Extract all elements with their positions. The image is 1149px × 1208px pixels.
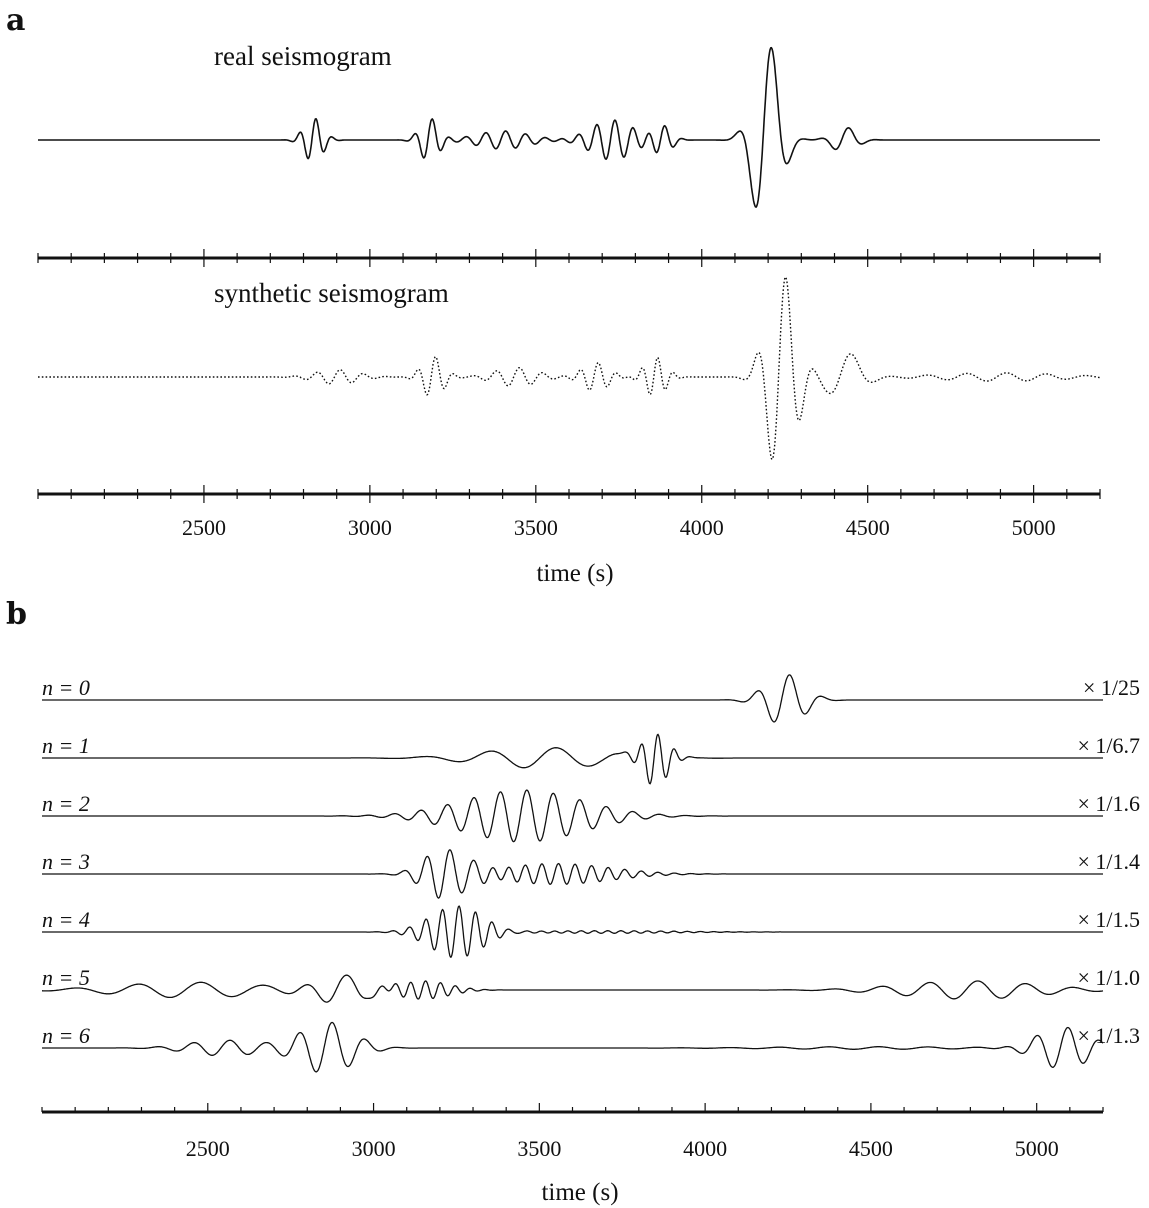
- real-seismogram-label: real seismogram: [214, 41, 392, 71]
- scale-factor-label: × 1/25: [1083, 675, 1140, 700]
- mode-trace: [42, 674, 1103, 723]
- mode-trace: [42, 733, 1103, 785]
- mode-trace-group: n = 3 × 1/1.4: [42, 849, 1140, 899]
- scale-factor-label: × 1/1.6: [1077, 791, 1140, 816]
- scale-factor-label: × 1/1.4: [1077, 849, 1140, 874]
- panel-b: n = 0 × 1/25 n = 1 × 1/6.7 n = 2 × 1/1.6 n = 3…: [41, 674, 1140, 1206]
- tick-labels-b: 2500 3000 3500 4000 4500 5000: [186, 1136, 1059, 1161]
- x-tick-label: 4500: [846, 515, 890, 540]
- mode-trace-group: n = 4 × 1/1.5: [42, 905, 1140, 958]
- x-tick-label: 2500: [182, 515, 226, 540]
- mode-trace: [42, 849, 1103, 899]
- scale-factor-label: × 1/6.7: [1077, 733, 1140, 758]
- panel-label-b: b: [6, 597, 27, 632]
- mode-trace-group: n = 6 × 1/1.3: [42, 1021, 1140, 1073]
- mode-trace-group: n = 5 × 1/1.0: [42, 965, 1140, 1003]
- mode-trace-group: n = 1 × 1/6.7: [42, 733, 1140, 785]
- mode-trace: [42, 789, 1103, 843]
- x-tick-label: 5000: [1015, 1136, 1059, 1161]
- mode-label: n = 1: [42, 733, 90, 758]
- mode-trace: [42, 905, 1103, 958]
- mode-trace-group: n = 2 × 1/1.6: [42, 789, 1140, 843]
- synthetic-seismogram-label: synthetic seismogram: [214, 278, 449, 308]
- x-axis-title-b: time (s): [541, 1179, 618, 1206]
- x-tick-label: 3500: [517, 1136, 561, 1161]
- x-tick-label: 5000: [1012, 515, 1056, 540]
- ticks-a1: [37, 249, 1101, 267]
- mode-label: n = 3: [42, 849, 90, 874]
- mode-label: n = 0: [42, 675, 90, 700]
- mode-trace-group: n = 0 × 1/25: [42, 674, 1140, 723]
- x-tick-label: 3000: [348, 515, 392, 540]
- mode-label: n = 2: [42, 791, 90, 816]
- mode-label: n = 5: [42, 965, 90, 990]
- x-tick-label: 4000: [680, 515, 724, 540]
- x-tick-label: 2500: [186, 1136, 230, 1161]
- mode-trace: [42, 974, 1104, 1003]
- mode-label: n = 6: [42, 1023, 90, 1048]
- scale-factor-label: × 1/1.3: [1077, 1023, 1140, 1048]
- panel-a: real seismogram synthetic seismogram 250…: [37, 41, 1101, 587]
- real-seismogram-trace: [38, 46, 1100, 208]
- scale-factor-label: × 1/1.0: [1077, 965, 1140, 990]
- tick-labels-a: 2500 3000 3500 4000 4500 5000: [182, 515, 1056, 540]
- panel-label-a: a: [6, 3, 25, 38]
- x-axis-title-a: time (s): [536, 560, 613, 587]
- x-tick-label: 3500: [514, 515, 558, 540]
- mode-label: n = 4: [42, 907, 90, 932]
- x-tick-label: 4000: [683, 1136, 727, 1161]
- synthetic-seismogram-trace: [38, 275, 1101, 461]
- ticks-a2: [37, 485, 1101, 503]
- scale-factor-label: × 1/1.5: [1077, 907, 1140, 932]
- x-tick-label: 3000: [352, 1136, 396, 1161]
- ticks-b: [41, 1103, 1104, 1112]
- mode-traces: n = 0 × 1/25 n = 1 × 1/6.7 n = 2 × 1/1.6 n = 3…: [42, 674, 1140, 1073]
- x-tick-label: 4500: [849, 1136, 893, 1161]
- mode-trace: [42, 1021, 1104, 1073]
